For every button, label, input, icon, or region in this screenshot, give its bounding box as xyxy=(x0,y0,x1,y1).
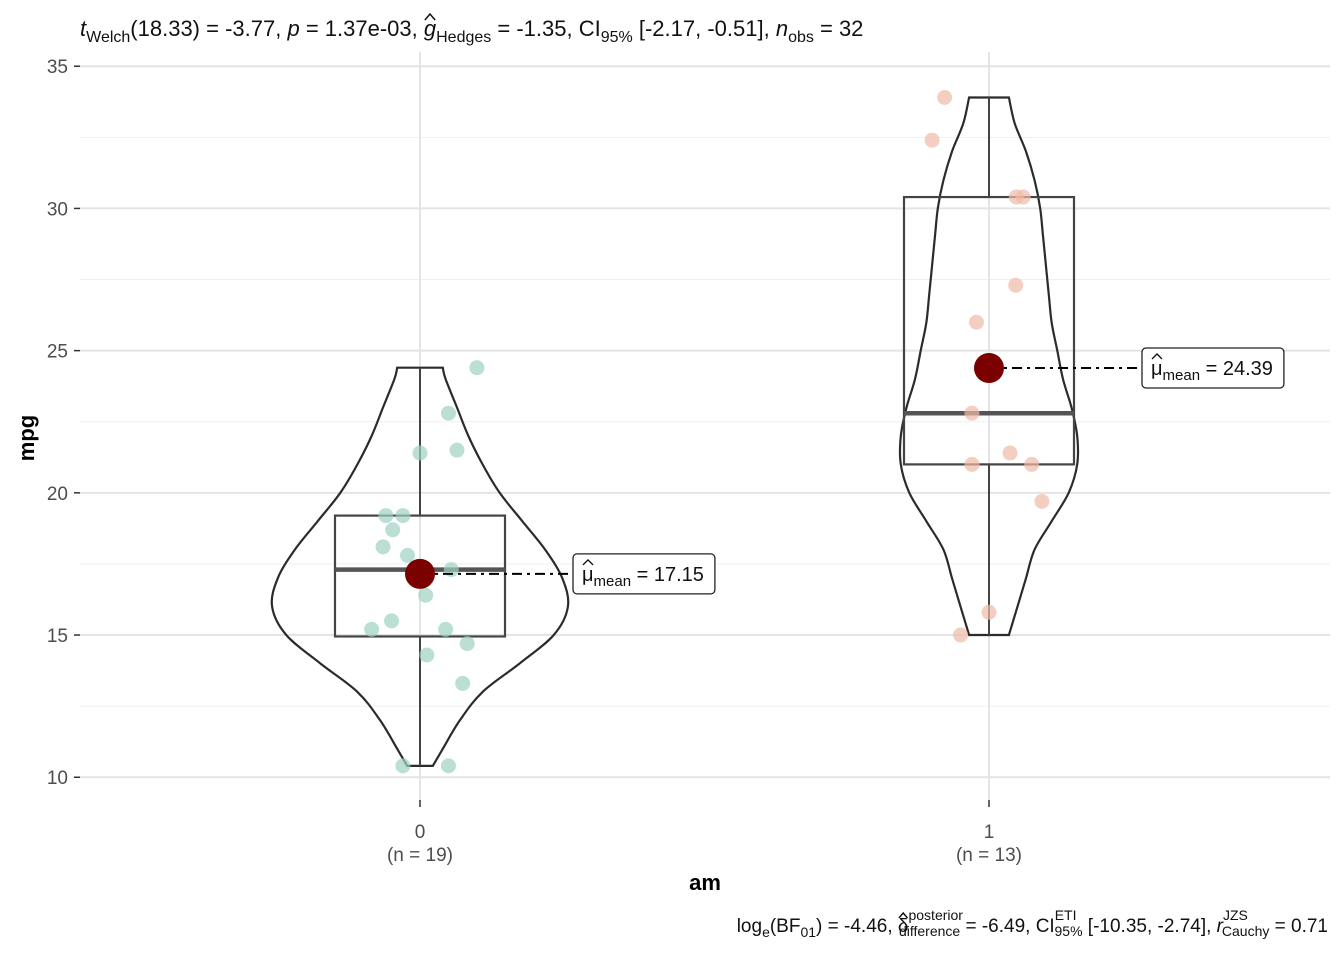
x-tick-n-label: (n = 13) xyxy=(956,845,1022,866)
mean-label-box xyxy=(572,553,716,595)
violin-1 xyxy=(898,96,1080,637)
data-point xyxy=(395,508,411,524)
data-point xyxy=(937,90,953,106)
mean-label-box xyxy=(1141,347,1285,389)
caption: loge(BF01) = -4.46, δposterior difference… xyxy=(737,907,1328,940)
data-point xyxy=(1002,445,1018,461)
subtitle: tWelch(18.33) = -3.77, p = 1.37e-03, gHe… xyxy=(80,16,863,46)
data-point xyxy=(1034,493,1050,509)
boxplots xyxy=(333,97,1076,766)
mean-markers: μmean = 17.15 μmean = 24.39 xyxy=(405,347,1285,595)
hat-accent xyxy=(1151,353,1163,360)
y-tick-label: 15 xyxy=(47,626,68,647)
y-tick-label: 30 xyxy=(47,199,68,220)
data-point xyxy=(440,758,456,774)
data-point xyxy=(968,314,984,330)
y-tick-label: 10 xyxy=(47,768,68,789)
data-point xyxy=(395,758,411,774)
data-point xyxy=(455,675,471,691)
mean-point-0 xyxy=(405,558,435,589)
data-points xyxy=(364,90,1050,774)
data-point xyxy=(981,604,997,620)
hat-accent xyxy=(424,12,436,21)
data-point xyxy=(419,647,435,663)
x-tick-label: 0 xyxy=(415,822,426,843)
data-point xyxy=(1015,189,1031,205)
y-tick-label: 35 xyxy=(47,57,68,78)
data-point xyxy=(364,621,380,637)
data-point xyxy=(1024,456,1040,472)
x-axis-title: am xyxy=(689,870,721,895)
mean-label-0: μmean = 17.15 xyxy=(572,553,716,595)
y-tick-label: 25 xyxy=(47,342,68,363)
data-point xyxy=(440,405,456,421)
data-point xyxy=(964,405,980,421)
x-axis: 0(n = 19) 1(n = 13) xyxy=(387,800,1022,866)
data-point xyxy=(1008,277,1024,293)
hat-accent xyxy=(898,911,909,919)
data-point xyxy=(438,621,454,637)
data-point xyxy=(384,613,400,629)
data-point xyxy=(924,132,940,148)
data-point xyxy=(953,627,969,643)
data-point xyxy=(459,636,475,652)
data-point xyxy=(469,360,485,376)
grid-lines xyxy=(80,52,1330,800)
mean-point-1 xyxy=(974,352,1004,383)
x-tick-n-label: (n = 19) xyxy=(387,845,453,866)
hat-accent xyxy=(582,558,594,566)
data-point xyxy=(378,508,394,524)
data-point xyxy=(399,547,415,563)
x-tick-label: 1 xyxy=(984,822,995,843)
data-point xyxy=(385,522,401,538)
data-point xyxy=(412,445,428,461)
y-axis: 10 15 20 25 30 35 xyxy=(47,57,80,789)
box-1 xyxy=(902,195,1076,466)
y-tick-label: 20 xyxy=(47,484,68,505)
mean-label-text: μmean = 24.39 xyxy=(1151,358,1273,384)
data-point xyxy=(449,442,465,458)
mean-label-text: μmean = 17.15 xyxy=(582,564,704,590)
data-point xyxy=(964,456,980,472)
data-point xyxy=(418,587,434,603)
y-axis-title: mpg xyxy=(14,415,39,461)
data-point xyxy=(375,539,391,555)
violin-0 xyxy=(270,366,570,767)
box-0 xyxy=(333,514,507,638)
mean-label-1: μmean = 24.39 xyxy=(1141,347,1285,389)
violins xyxy=(270,96,1080,767)
